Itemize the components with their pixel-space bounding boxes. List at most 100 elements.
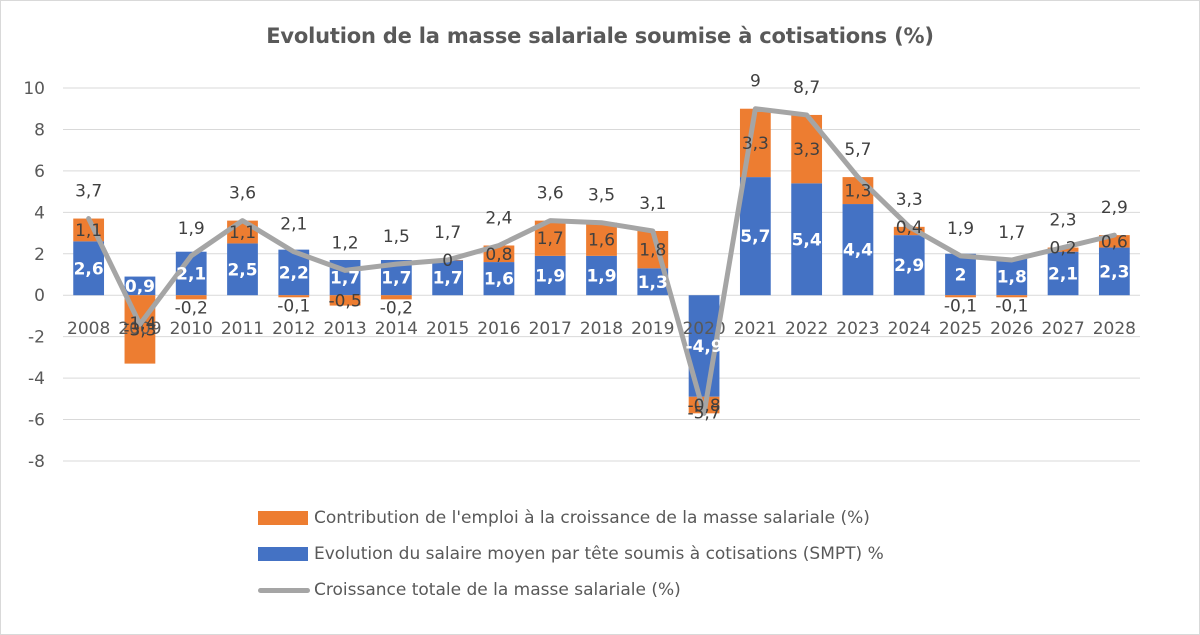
data-label-total: 2,1 <box>280 215 307 235</box>
y-tick-label: 4 <box>34 203 45 223</box>
data-label-employment: 3,3 <box>742 134 769 154</box>
data-label-smpt: 1,9 <box>535 267 565 287</box>
data-label-total: 1,9 <box>178 219 205 239</box>
x-tick-label: 2015 <box>426 319 469 339</box>
data-label-employment: 1,3 <box>844 182 871 202</box>
chart-title: Evolution de la masse salariale soumise … <box>266 24 934 48</box>
x-tick-label: 2022 <box>785 319 828 339</box>
legend-label-smpt: Evolution du salaire moyen par tête soum… <box>314 544 884 564</box>
data-label-employment: -3,3 <box>123 320 156 340</box>
data-label-employment: -0,8 <box>687 396 720 416</box>
bar-smpt <box>945 253 976 296</box>
data-label-smpt: 1,8 <box>997 268 1027 288</box>
x-tick-label: 2014 <box>375 319 418 339</box>
data-label-total: 2,4 <box>485 208 512 228</box>
x-tick-label: 2016 <box>477 319 520 339</box>
y-tick-label: 8 <box>34 120 45 140</box>
x-tick-label: 2010 <box>170 319 213 339</box>
data-label-employment: -0,1 <box>995 296 1028 316</box>
data-label-smpt: 4,4 <box>843 241 873 261</box>
bar-employment <box>586 222 617 256</box>
bar-smpt <box>124 276 156 296</box>
x-tick-label: 2027 <box>1041 319 1084 339</box>
data-label-smpt: 2,1 <box>176 264 206 284</box>
x-tick-label: 2021 <box>734 319 777 339</box>
data-label-smpt: 1,9 <box>586 267 616 287</box>
x-tick-label: 2023 <box>836 319 879 339</box>
data-label-total: 3,5 <box>588 186 615 206</box>
data-label-total: 1,9 <box>947 219 974 239</box>
x-tick-label: 2019 <box>631 319 674 339</box>
x-tick-label: 2008 <box>67 319 110 339</box>
data-label-smpt: 2,2 <box>279 263 309 283</box>
y-tick-label: 10 <box>23 79 45 99</box>
data-label-total: -1,4 <box>123 314 156 334</box>
data-label-smpt: 5,4 <box>792 230 822 250</box>
bar-employment <box>945 295 976 298</box>
line-total-growth <box>86 106 1117 416</box>
legend-swatch-smpt <box>258 547 308 561</box>
data-label-employment: 1,7 <box>537 229 564 249</box>
bar-smpt <box>996 257 1028 296</box>
data-label-smpt: 1,7 <box>433 269 463 289</box>
data-label-smpt: -4,9 <box>685 337 722 357</box>
data-label-employment: 1,8 <box>639 241 666 261</box>
y-tick-label: -6 <box>28 411 45 431</box>
x-tick-label: 2028 <box>1093 319 1136 339</box>
x-tick-label: 2012 <box>272 319 315 339</box>
bar-employment <box>996 295 1028 298</box>
data-label-total: 8,7 <box>793 78 820 98</box>
y-tick-label: -2 <box>28 328 45 348</box>
data-label-employment: 1,1 <box>229 223 256 243</box>
legend-item-total: Croissance totale de la masse salariale … <box>258 572 884 608</box>
data-label-smpt: 1,7 <box>330 269 360 289</box>
bar-smpt <box>1098 247 1130 296</box>
bar-smpt <box>791 183 823 296</box>
data-label-employment: 0 <box>442 251 453 271</box>
bar-employment <box>893 226 925 236</box>
bar-employment <box>278 295 310 298</box>
data-label-total: 5,7 <box>844 140 871 160</box>
data-label-total: 3,1 <box>639 194 666 214</box>
bar-smpt <box>483 262 515 296</box>
data-label-employment: -0,5 <box>328 291 361 311</box>
legend: Contribution de l'emploi à la croissance… <box>258 500 884 608</box>
legend-label-total: Croissance totale de la masse salariale … <box>314 580 681 600</box>
x-tick-label: 2018 <box>580 319 623 339</box>
data-label-smpt: 1,6 <box>484 270 514 290</box>
bar-smpt <box>893 235 925 296</box>
bar-smpt <box>842 204 874 296</box>
data-label-total: -5,7 <box>687 403 720 423</box>
data-label-employment: -0,1 <box>944 296 977 316</box>
data-label-employment: -0,2 <box>380 298 413 318</box>
data-label-total: 3,6 <box>229 184 256 204</box>
legend-label-employment: Contribution de l'emploi à la croissance… <box>314 508 870 528</box>
legend-swatch-employment <box>258 511 308 525</box>
bar-smpt <box>227 243 258 296</box>
data-label-total: 2,9 <box>1101 198 1128 218</box>
bar-employment <box>175 295 207 300</box>
data-label-total: 3,6 <box>537 184 564 204</box>
y-tick-label: -8 <box>28 452 45 472</box>
data-label-smpt: 1,7 <box>381 269 411 289</box>
x-tick-label: 2024 <box>888 319 931 339</box>
data-label-total: 1,7 <box>434 223 461 243</box>
data-label-employment: 3,3 <box>793 140 820 160</box>
data-label-smpt: 2,5 <box>227 260 257 280</box>
data-label-employment: 0,2 <box>1050 239 1077 259</box>
data-label-employment: 0,4 <box>896 218 923 238</box>
data-label-employment: -0,1 <box>277 296 310 316</box>
data-label-smpt: 1,3 <box>638 273 668 293</box>
y-tick-label: 2 <box>34 245 45 265</box>
data-label-employment: 0,6 <box>1101 232 1128 252</box>
y-tick-label: 6 <box>34 162 45 182</box>
bar-smpt <box>586 255 617 296</box>
data-label-total: 2,3 <box>1050 211 1077 231</box>
data-label-employment: 1,1 <box>75 221 102 241</box>
x-tick-label: 2011 <box>221 319 264 339</box>
x-tick-label: 2009 <box>118 319 161 339</box>
x-tick-label: 2017 <box>529 319 572 339</box>
bar-smpt <box>1047 251 1079 296</box>
data-label-smpt: 2,3 <box>1099 262 1129 282</box>
